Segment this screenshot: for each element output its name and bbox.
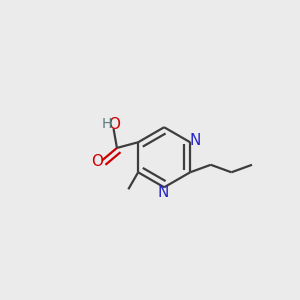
Text: N: N xyxy=(157,185,169,200)
Text: H: H xyxy=(102,117,112,131)
Text: N: N xyxy=(190,133,201,148)
Text: O: O xyxy=(108,117,120,132)
Text: O: O xyxy=(91,154,103,169)
